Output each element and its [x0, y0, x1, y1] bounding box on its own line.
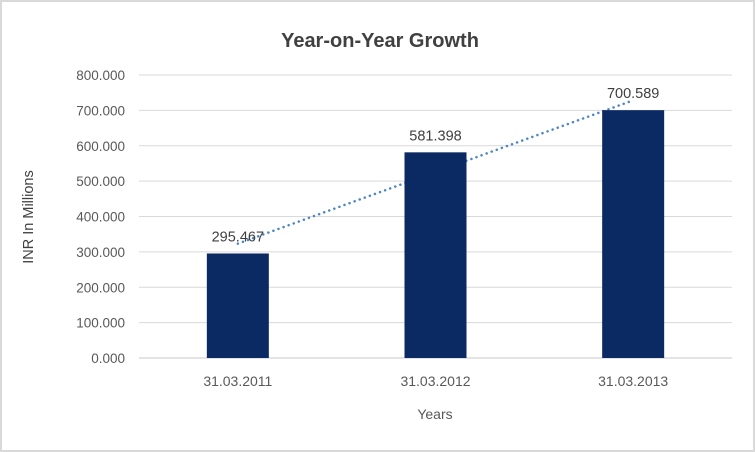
- data-label: 295.467: [212, 229, 264, 245]
- chart-title: Year-on-Year Growth: [281, 30, 479, 52]
- y-tick-label: 100.000: [76, 316, 125, 331]
- bar-31.03.2011: [206, 253, 269, 358]
- y-tick-label: 800.000: [76, 68, 125, 83]
- x-tick-label: 31.03.2013: [598, 373, 668, 389]
- y-tick-label: 200.000: [76, 280, 125, 295]
- bar-31.03.2012: [404, 152, 467, 358]
- y-axis-title: INR In Millions: [21, 170, 37, 263]
- y-tick-label: 700.000: [76, 103, 125, 118]
- bar-31.03.2013: [602, 110, 665, 358]
- x-axis-title: Years: [417, 406, 452, 422]
- y-tick-label: 0.000: [91, 351, 125, 366]
- x-axis-tick-labels: 31.03.2011 31.03.2012 31.03.2013: [203, 373, 668, 389]
- y-tick-label: 300.000: [76, 245, 125, 260]
- x-tick-label: 31.03.2011: [203, 373, 272, 389]
- y-tick-label: 400.000: [76, 210, 125, 225]
- data-label: 581.398: [409, 128, 461, 144]
- data-label: 700.589: [607, 86, 659, 102]
- bars-group: [206, 110, 665, 358]
- x-tick-label: 31.03.2012: [400, 373, 470, 389]
- y-tick-label: 500.000: [76, 174, 125, 189]
- y-tick-label: 600.000: [76, 139, 125, 154]
- y-axis-tick-labels: 0.000 100.000 200.000 300.000 400.000 500.000…: [76, 68, 125, 366]
- data-labels-group: 295.467 581.398 700.589: [212, 86, 660, 245]
